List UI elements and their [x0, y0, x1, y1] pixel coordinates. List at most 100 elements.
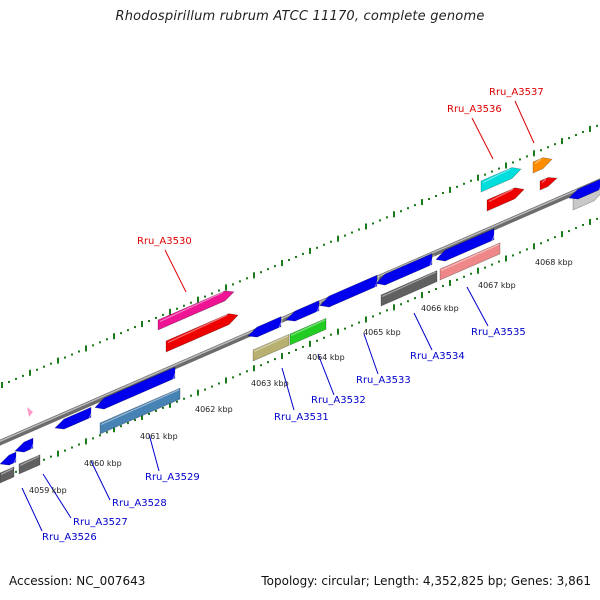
gene-label-forward[interactable]: Rru_A3537 — [489, 87, 544, 98]
tick-dot — [526, 248, 528, 251]
gene-arrow-rru-a3535[interactable] — [435, 228, 495, 262]
gene-label-reverse[interactable]: Rru_A3534 — [410, 351, 465, 362]
tick-dot — [183, 304, 185, 307]
tick-dot — [372, 222, 374, 225]
tick-dot — [211, 385, 213, 388]
gene-arrow-right-blue[interactable] — [568, 179, 600, 200]
gene-label-reverse[interactable]: Rru_A3532 — [311, 395, 366, 406]
tick-dot — [246, 277, 248, 280]
gene-label-reverse[interactable]: Rru_A3533 — [356, 375, 411, 386]
gene-bar-green[interactable] — [289, 317, 327, 346]
tick-dot — [148, 412, 150, 415]
tick-dot — [120, 425, 122, 428]
callout-line — [363, 333, 379, 375]
gene-label-reverse[interactable]: Rru_A3528 — [112, 498, 167, 509]
tick-dot — [120, 332, 122, 335]
gene-label-reverse[interactable]: Rru_A3526 — [42, 532, 97, 543]
tick-dot — [400, 303, 402, 306]
gene-arrow-rru-a3526-highlight — [13, 453, 19, 464]
gene-bar-gray-1[interactable] — [0, 466, 15, 484]
tick-dot — [316, 339, 318, 342]
tick-dot — [183, 397, 185, 400]
tick-dot — [407, 300, 409, 303]
gene-arrow-rru-a3531[interactable] — [247, 316, 282, 338]
tick-dot — [428, 198, 430, 201]
gene-arrow-rru-a3536-top[interactable] — [480, 167, 522, 193]
tick-dot — [239, 280, 241, 283]
gene-label-forward[interactable]: Rru_A3530 — [137, 236, 192, 247]
gene-arrow-rru-a3536-top-highlight — [482, 168, 511, 184]
tick-dot — [274, 265, 276, 268]
callout-line — [471, 117, 494, 160]
tick-dot — [267, 268, 269, 271]
gene-bar-steelblue-highlight — [100, 389, 180, 426]
tick-dot — [43, 458, 45, 461]
tick-dot — [456, 278, 458, 281]
gene-arrow-rru-a3536-highlight — [488, 188, 514, 203]
gene-arrow-rru-a3528[interactable] — [54, 406, 92, 430]
tick-dot — [218, 289, 220, 292]
gene-arrow-rru-a3531-highlight — [278, 317, 284, 329]
tick-dot — [204, 388, 206, 391]
gene-label-reverse[interactable]: Rru_A3535 — [471, 327, 526, 338]
tick-dot — [246, 370, 248, 373]
gene-bar-steelblue[interactable] — [99, 387, 181, 435]
gene-bar-gray-2-highlight — [19, 455, 40, 467]
tick-dot — [330, 240, 332, 243]
tick-dot — [596, 217, 598, 220]
gene-label-reverse[interactable]: Rru_A3527 — [73, 517, 128, 528]
tick-dot — [155, 409, 157, 412]
gene-label-forward[interactable]: Rru_A3536 — [447, 104, 502, 115]
gene-bar-gray-2[interactable] — [18, 454, 41, 475]
tick-dot — [232, 283, 234, 286]
gene-arrow-rru-a3533[interactable] — [319, 274, 378, 308]
tick-dot — [15, 377, 17, 380]
gene-arrow-rru-a3534[interactable] — [375, 253, 433, 286]
gene-arrow-rru-a3526[interactable] — [0, 451, 17, 466]
gene-arrow-rru-a3537-top[interactable] — [532, 157, 553, 174]
tick-dot — [8, 380, 10, 383]
tick-dot — [456, 185, 458, 188]
gene-arrow-rru-a3529[interactable] — [94, 366, 176, 410]
callout-line — [514, 100, 535, 144]
gene-arrow-rru-a3532-highlight — [316, 301, 322, 313]
tick-dot — [218, 382, 220, 385]
callout-line — [281, 367, 295, 411]
gene-arrow-rru-a3535-highlight — [491, 230, 497, 242]
tick-dot — [568, 230, 570, 233]
gene-arrow-rru-a3532[interactable] — [285, 300, 320, 322]
tick-dot — [78, 350, 80, 353]
gene-label-reverse[interactable]: Rru_A3529 — [145, 472, 200, 483]
gene-label-reverse[interactable]: Rru_A3531 — [274, 412, 329, 423]
tick-dot — [554, 236, 556, 239]
tick-dot — [190, 394, 192, 397]
tick-dot — [498, 167, 500, 170]
tick-dot — [442, 191, 444, 194]
gene-arrow-rru-a3536[interactable] — [486, 187, 525, 212]
tick-dot — [484, 266, 486, 269]
gene-bar-gray-1-highlight — [0, 467, 14, 476]
gene-bar-pink[interactable] — [439, 242, 501, 281]
tick-dot — [568, 137, 570, 140]
gene-arrow-rru-a3530-top[interactable] — [157, 290, 235, 331]
tick-dot — [428, 291, 430, 294]
tick-dot — [414, 297, 416, 300]
ruler-label: 4059 kbp — [29, 486, 67, 495]
gene-arrow-rru-a3530[interactable] — [165, 313, 239, 353]
lower-tick-track — [1, 217, 598, 481]
accession-text: Accession: NC_007643 — [9, 574, 146, 588]
gene-arrow-rru-a3527[interactable] — [14, 437, 34, 453]
gene-features — [0, 157, 600, 484]
gene-bar-khaki[interactable] — [252, 333, 290, 362]
gene-bar-gray-3[interactable] — [380, 270, 438, 307]
tick-dot — [547, 239, 549, 242]
tick-dot — [176, 400, 178, 403]
tick-dot — [134, 326, 136, 329]
ruler-label: 4060 kbp — [84, 459, 122, 468]
tick-dot — [491, 263, 493, 266]
gene-arrow-rru-a3537[interactable] — [539, 177, 558, 191]
tick-dot — [575, 134, 577, 137]
callout-line — [90, 460, 111, 501]
tick-dot — [64, 449, 66, 452]
callout-line — [164, 249, 187, 293]
